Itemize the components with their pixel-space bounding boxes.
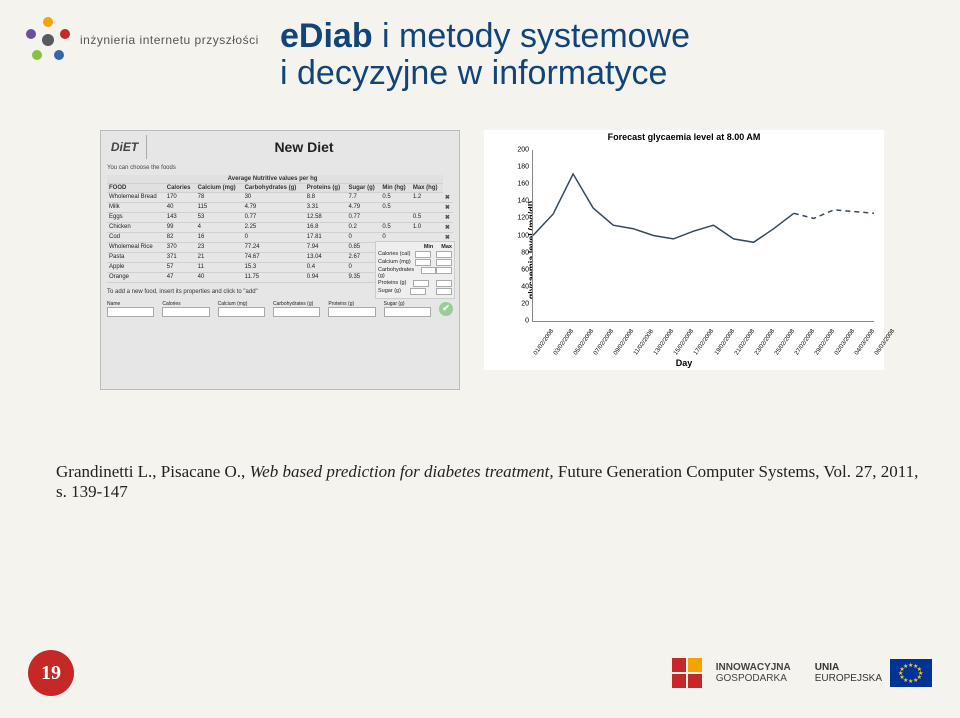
title-rest-2: i decyzyjne w informatyce — [280, 54, 667, 92]
chart-xtick: 29/02/2008 — [814, 328, 836, 356]
sponsor-eu: UNIA EUROPEJSKA ★★★★★★★★★★★★ — [815, 659, 932, 687]
brand-block: inżynieria internetu przyszłości — [24, 16, 259, 64]
delete-icon[interactable]: ✖ — [445, 205, 450, 211]
chart-ytick: 200 — [505, 147, 529, 154]
chart-xtick: 02/03/2008 — [834, 328, 856, 356]
chart-ytick: 120 — [505, 215, 529, 222]
delete-icon[interactable]: ✖ — [445, 235, 450, 241]
chart-xtick: 01/02/2008 — [533, 328, 555, 356]
chart-xtick: 25/02/2008 — [774, 328, 796, 356]
add-food-confirm[interactable]: ✔ — [439, 302, 453, 316]
chart-xtick: 21/02/2008 — [734, 328, 756, 356]
add-food-input[interactable] — [107, 307, 154, 317]
eu-line1: UNIA — [815, 662, 882, 673]
diet-panel: DiET New Diet You can choose the foods A… — [100, 130, 460, 390]
title-accent: eDiab — [280, 17, 373, 55]
ig-line1: INNOWACYJNA — [716, 662, 791, 673]
delete-icon[interactable]: ✖ — [445, 225, 450, 231]
slide-title: eDiab i metody systemowe i decyzyjne w i… — [280, 18, 690, 93]
chart-ytick: 0 — [505, 318, 529, 325]
add-food-input[interactable] — [384, 307, 431, 317]
table-row: Chicken9942.2516.80.20.51.0✖ — [107, 222, 453, 232]
food-col-header: FOOD — [107, 184, 165, 193]
eu-line2: EUROPEJSKA — [815, 673, 882, 684]
add-food-row[interactable]: NameCaloriesCalcium (mg)Carbohydrates (g… — [107, 301, 453, 317]
brand-logo — [24, 16, 72, 64]
chart-plot-area: 02040608010012014016018020001/02/200803/… — [532, 150, 874, 322]
diet-panel-title: New Diet — [155, 139, 453, 155]
eu-flag-icon: ★★★★★★★★★★★★ — [890, 659, 932, 687]
add-food-input[interactable] — [162, 307, 209, 317]
chart-xtick: 06/03/2008 — [874, 328, 896, 356]
chart-xtick: 17/02/2008 — [693, 328, 715, 356]
page-number: 19 — [28, 650, 74, 696]
food-col-header: Sugar (g) — [346, 184, 380, 193]
citation-authors: Grandinetti L., Pisacane O., — [56, 462, 250, 481]
table-row: Wholemeal Bread17078308.87.70.51.2✖ — [107, 193, 453, 203]
chart-ytick: 180 — [505, 164, 529, 171]
chart-xlabel: Day — [484, 358, 884, 368]
food-col-header: Calories — [165, 184, 196, 193]
food-col-header: Min (hg) — [380, 184, 411, 193]
food-col-header: Calcium (mg) — [196, 184, 243, 193]
add-food-input[interactable] — [328, 307, 375, 317]
chart-ytick: 100 — [505, 232, 529, 239]
ig-line2: GOSPODARKA — [716, 673, 787, 684]
chart-series-forecast — [794, 210, 874, 219]
chart-series-observed — [533, 174, 794, 242]
chart-xtick: 19/02/2008 — [714, 328, 736, 356]
citation-title: Web based prediction for diabetes treatm… — [250, 462, 558, 481]
forecast-chart: Forecast glycaemia level at 8.00 AM glyc… — [484, 130, 884, 370]
add-food-input[interactable] — [273, 307, 320, 317]
chart-title: Forecast glycaemia level at 8.00 AM — [484, 132, 884, 142]
food-table-group-header: Average Nutritive values per hg — [165, 175, 381, 184]
add-food-input[interactable] — [218, 307, 265, 317]
delete-icon[interactable]: ✖ — [445, 195, 450, 201]
chart-ytick: 80 — [505, 249, 529, 256]
diet-logo: DiET — [107, 135, 147, 159]
food-col-header: Max (hg) — [411, 184, 443, 193]
chart-ytick: 40 — [505, 283, 529, 290]
table-row: Eggs143530.7712.580.770.5✖ — [107, 212, 453, 222]
sponsor-logos: INNOWACYJNA GOSPODARKA UNIA EUROPEJSKA ★… — [672, 658, 932, 688]
brand-text: inżynieria internetu przyszłości — [80, 33, 259, 47]
chart-ytick: 140 — [505, 198, 529, 205]
sponsor-ig: INNOWACYJNA GOSPODARKA — [672, 658, 791, 688]
chart-ytick: 160 — [505, 181, 529, 188]
title-rest-1: i metody systemowe — [373, 17, 690, 55]
food-col-header: Proteins (g) — [305, 184, 347, 193]
table-row: Milk401154.793.314.790.5✖ — [107, 202, 453, 212]
footer: 19 INNOWACYJNA GOSPODARKA UNIA EUROPEJSK… — [0, 628, 960, 718]
chart-xtick: 04/03/2008 — [854, 328, 876, 356]
ig-icon — [672, 658, 702, 688]
diet-subtitle: You can choose the foods — [107, 165, 453, 171]
delete-icon[interactable]: ✖ — [445, 215, 450, 221]
chart-ytick: 60 — [505, 266, 529, 273]
citation: Grandinetti L., Pisacane O., Web based p… — [56, 462, 920, 502]
chart-ytick: 20 — [505, 300, 529, 307]
food-col-header: Carbohydrates (g) — [243, 184, 305, 193]
chart-xtick: 27/02/2008 — [794, 328, 816, 356]
panels-row: DiET New Diet You can choose the foods A… — [100, 130, 884, 390]
constraints-box: MinMaxCalories (cal)Calcium (mg)Carbohyd… — [375, 241, 455, 299]
chart-xtick: 23/02/2008 — [754, 328, 776, 356]
